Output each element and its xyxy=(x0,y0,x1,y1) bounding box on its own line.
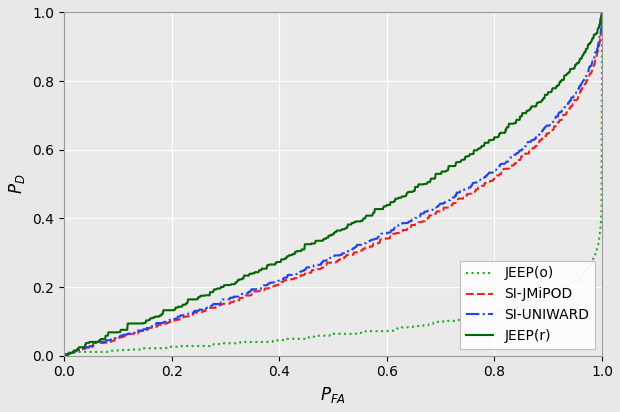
SI-UNIWARD xyxy=(598,10,606,15)
Line: SI-UNIWARD: SI-UNIWARD xyxy=(64,12,602,356)
SI-UNIWARD xyxy=(480,175,487,180)
JEEP(o) xyxy=(480,313,487,318)
SI-JMiPOD xyxy=(115,335,123,340)
JEEP(o) xyxy=(490,311,497,316)
Line: SI-JMiPOD: SI-JMiPOD xyxy=(64,12,602,356)
SI-UNIWARD xyxy=(430,206,437,211)
JEEP(r) xyxy=(298,248,305,253)
Line: JEEP(o): JEEP(o) xyxy=(64,12,602,356)
JEEP(r) xyxy=(430,176,437,181)
SI-UNIWARD xyxy=(115,335,123,339)
JEEP(r) xyxy=(480,143,487,148)
SI-UNIWARD xyxy=(490,169,497,174)
JEEP(r) xyxy=(278,257,285,262)
SI-JMiPOD xyxy=(430,211,437,216)
SI-UNIWARD xyxy=(278,277,285,282)
JEEP(o) xyxy=(298,336,305,341)
SI-JMiPOD xyxy=(278,279,285,284)
JEEP(r) xyxy=(490,137,497,142)
JEEP(o) xyxy=(430,320,437,325)
X-axis label: $P_{FA}$: $P_{FA}$ xyxy=(320,385,346,405)
Line: JEEP(r): JEEP(r) xyxy=(64,12,602,356)
SI-JMiPOD xyxy=(490,177,497,182)
Legend: JEEP(o), SI-JMiPOD, SI-UNIWARD, JEEP(r): JEEP(o), SI-JMiPOD, SI-UNIWARD, JEEP(r) xyxy=(460,261,595,349)
JEEP(o) xyxy=(598,10,606,15)
JEEP(r) xyxy=(598,10,606,15)
JEEP(o) xyxy=(115,348,123,353)
JEEP(r) xyxy=(115,330,123,335)
JEEP(r) xyxy=(61,353,68,358)
SI-JMiPOD xyxy=(298,273,305,278)
Y-axis label: $P_D$: $P_D$ xyxy=(7,174,27,194)
SI-UNIWARD xyxy=(298,269,305,274)
JEEP(o) xyxy=(61,353,68,358)
JEEP(o) xyxy=(278,337,285,342)
SI-UNIWARD xyxy=(61,353,68,358)
SI-JMiPOD xyxy=(61,353,68,358)
SI-JMiPOD xyxy=(598,10,606,15)
SI-JMiPOD xyxy=(480,183,487,188)
